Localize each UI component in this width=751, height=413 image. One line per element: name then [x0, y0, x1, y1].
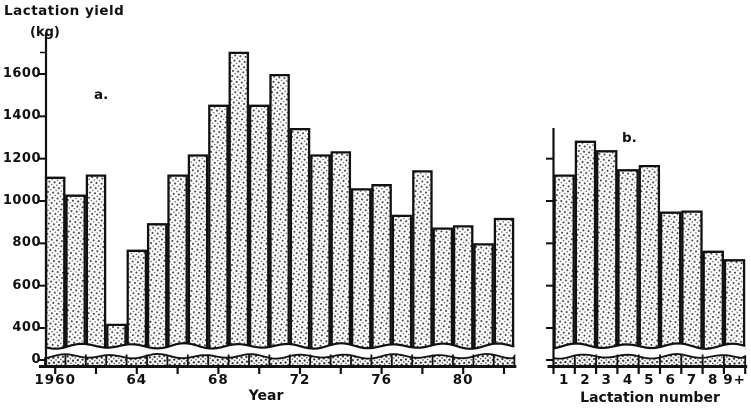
bar-year-1966: [168, 174, 187, 351]
panel-a-letter: a.: [94, 87, 109, 103]
bar-year-1969: [229, 51, 249, 351]
y-axis-title-line1: Lactation yield: [4, 3, 125, 19]
x-tick-label-lactation-4: 4: [622, 372, 634, 388]
bar-year-1972: [290, 127, 310, 351]
x-tick-label-year-1964: 64: [126, 372, 148, 388]
bar-year-1962: [86, 174, 106, 351]
bar-year-1979: [433, 227, 453, 351]
x-tick-label-lactation-5: 5: [644, 372, 655, 388]
bar-year-1967: [188, 154, 208, 351]
x-tick-label-year-1976: 76: [371, 372, 392, 388]
y-axis-title-line2: (kg): [30, 25, 60, 40]
bar-year-1960: [45, 176, 65, 351]
bar-year-1980: [453, 225, 473, 351]
y-tick-label-600: 600: [12, 277, 41, 293]
x-tick-label-year-1968: 68: [207, 372, 229, 388]
x-tick-label-year-1980: 80: [452, 372, 474, 388]
bar-year-1976: [372, 184, 391, 351]
bar-lactation-3: [596, 150, 617, 351]
x-tick-label-lactation-2: 2: [580, 372, 591, 388]
x-tick-label-lactation-6: 6: [665, 372, 676, 388]
y-tick-label-0: 0: [31, 352, 41, 367]
x-tick-label-lactation-3: 3: [601, 372, 612, 388]
bar-year-1968: [209, 104, 228, 351]
y-tick-label-1200: 1200: [2, 150, 41, 166]
panel-b-letter: b.: [622, 130, 637, 146]
bar-year-1970: [249, 104, 269, 351]
bar-lactation-6: [660, 211, 681, 351]
bar-year-1977: [392, 214, 412, 351]
bar-lactation-7: [682, 210, 702, 351]
panel-a-xaxis-title: Year: [248, 388, 284, 404]
bar-lactation-5: [639, 165, 660, 351]
bar-year-1963: [107, 323, 126, 351]
bar-year-1981: [474, 243, 493, 351]
bar-year-1964: [127, 249, 147, 351]
bar-year-1971: [270, 73, 289, 351]
x-tick-label-lactation-7: 7: [686, 372, 698, 388]
bar-lactation-9+: [724, 259, 745, 351]
bar-year-1978: [413, 170, 432, 351]
bar-year-1982: [494, 217, 514, 351]
bar-year-1961: [66, 194, 85, 351]
x-tick-label-lactation-8: 8: [708, 372, 719, 388]
bar-lactation-2: [575, 140, 596, 351]
x-tick-label-year-1972: 72: [289, 372, 311, 388]
y-tick-label-1000: 1000: [2, 192, 41, 208]
bar-year-1975: [351, 188, 371, 351]
x-tick-label-year-1960: 1960: [34, 372, 76, 388]
bar-lactation-1: [554, 174, 574, 351]
y-tick-label-1600: 1600: [2, 65, 41, 81]
bar-year-1965: [147, 223, 167, 351]
bar-lactation-4: [618, 169, 638, 351]
y-tick-label-1400: 1400: [2, 108, 41, 124]
x-tick-label-lactation-1: 1: [558, 372, 570, 388]
y-tick-label-800: 800: [12, 235, 41, 251]
bar-lactation-8: [703, 250, 724, 351]
bar-year-1973: [311, 154, 330, 351]
bar-year-1974: [331, 151, 351, 351]
y-tick-label-400: 400: [12, 320, 41, 335]
x-tick-label-lactation-9+: 9+: [723, 372, 746, 388]
panel-b-xaxis-title: Lactation number: [580, 390, 720, 406]
